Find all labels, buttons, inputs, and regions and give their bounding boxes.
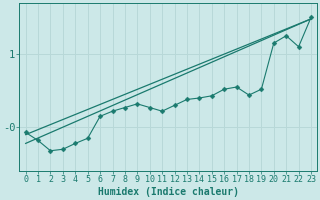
X-axis label: Humidex (Indice chaleur): Humidex (Indice chaleur) — [98, 187, 239, 197]
